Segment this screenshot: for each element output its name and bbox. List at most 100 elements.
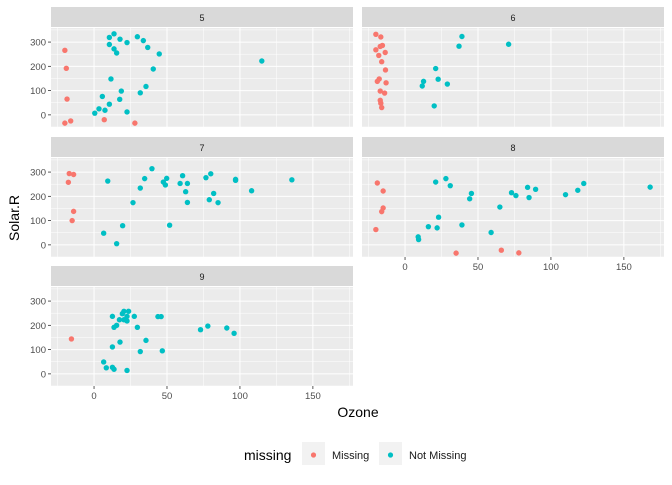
point-not-missing: [289, 177, 295, 183]
point-not-missing: [102, 107, 108, 113]
point-not-missing: [434, 225, 440, 231]
point-not-missing: [435, 214, 442, 220]
point-not-missing: [130, 199, 136, 206]
point-not-missing: [141, 175, 148, 182]
facet-strip: [51, 137, 353, 157]
facet-panel-6: 6: [362, 7, 664, 128]
point-not-missing: [106, 101, 113, 107]
point-not-missing: [158, 313, 164, 320]
point-not-missing: [431, 103, 437, 109]
point-not-missing: [124, 318, 130, 324]
y-tick-label: 200: [30, 62, 46, 73]
point-not-missing: [116, 317, 123, 323]
point-missing: [373, 226, 379, 233]
x-tick-label: 150: [305, 391, 321, 402]
point-not-missing: [100, 230, 107, 236]
point-not-missing: [488, 229, 494, 236]
point-missing: [69, 217, 75, 224]
point-not-missing: [134, 324, 141, 330]
point-missing: [67, 118, 74, 124]
y-tick-label: 0: [41, 240, 46, 251]
point-not-missing: [150, 66, 156, 72]
legend-label-missing: Missing: [332, 450, 369, 462]
point-not-missing: [111, 46, 117, 52]
x-axis-title: Ozone: [337, 404, 378, 420]
y-tick-label: 300: [30, 297, 46, 308]
point-not-missing: [459, 222, 465, 228]
point-not-missing: [131, 313, 138, 320]
point-not-missing: [92, 110, 98, 116]
point-not-missing: [96, 106, 102, 112]
point-not-missing: [419, 83, 425, 89]
point-not-missing: [232, 177, 239, 184]
point-not-missing: [468, 190, 475, 197]
point-not-missing: [124, 367, 130, 374]
point-missing: [63, 65, 70, 71]
y-tick-label: 200: [30, 321, 46, 332]
facet-strip-label: 5: [199, 13, 204, 23]
point-missing: [70, 208, 77, 215]
legend-dot-not-missing: [387, 452, 394, 458]
x-tick-label: 100: [543, 262, 559, 273]
legend-dot-missing: [310, 452, 317, 458]
point-not-missing: [145, 44, 151, 51]
point-not-missing: [508, 189, 515, 196]
point-not-missing: [562, 191, 569, 198]
point-not-missing: [103, 365, 109, 371]
point-not-missing: [117, 96, 123, 103]
point-missing: [374, 78, 381, 85]
point-not-missing: [111, 366, 117, 372]
point-not-missing: [647, 184, 653, 190]
point-missing: [498, 247, 505, 253]
point-not-missing: [215, 199, 221, 206]
facet-strip: [362, 137, 664, 157]
point-not-missing: [166, 222, 173, 228]
x-tick-label: 50: [162, 391, 173, 402]
x-tick-label: 50: [473, 262, 484, 273]
point-missing: [132, 120, 138, 126]
y-tick-label: 100: [30, 345, 46, 356]
point-not-missing: [124, 109, 130, 115]
point-not-missing: [432, 65, 439, 72]
point-not-missing: [109, 313, 116, 320]
point-not-missing: [111, 31, 117, 37]
point-not-missing: [505, 41, 512, 47]
point-missing: [101, 117, 107, 123]
y-tick-label: 0: [41, 110, 46, 121]
y-tick-label: 300: [30, 168, 46, 179]
point-not-missing: [425, 223, 432, 230]
point-not-missing: [156, 51, 162, 57]
y-axis-title: Solar.R: [6, 195, 22, 241]
point-not-missing: [117, 36, 123, 42]
facet-panel-8: 8 0 50 100 150: [362, 137, 664, 273]
point-not-missing: [124, 39, 130, 46]
point-not-missing: [513, 192, 519, 199]
point-not-missing: [184, 199, 191, 206]
point-not-missing: [224, 325, 230, 331]
panel-background: [362, 158, 664, 257]
legend-title: missing: [244, 447, 291, 463]
point-not-missing: [105, 178, 111, 184]
point-missing: [516, 250, 522, 256]
point-not-missing: [415, 236, 422, 243]
point-missing: [383, 80, 389, 86]
x-tick-label: 150: [616, 262, 632, 273]
point-not-missing: [184, 180, 191, 187]
facet-strip-label: 7: [199, 143, 204, 153]
point-not-missing: [140, 37, 147, 44]
legend-label-not-missing: Not Missing: [409, 450, 466, 462]
facet-strip-label: 8: [510, 143, 515, 153]
point-not-missing: [208, 171, 214, 177]
point-missing: [378, 34, 384, 40]
point-not-missing: [581, 180, 587, 187]
point-not-missing: [459, 33, 465, 40]
point-not-missing: [197, 327, 204, 333]
point-missing: [373, 47, 379, 53]
point-not-missing: [248, 188, 255, 194]
x-tick-label: 0: [91, 391, 96, 402]
point-missing: [62, 120, 68, 126]
point-not-missing: [118, 88, 125, 94]
facet-panel-7: 7 0 100 200 300: [30, 137, 353, 258]
facet-strip: [51, 266, 353, 286]
